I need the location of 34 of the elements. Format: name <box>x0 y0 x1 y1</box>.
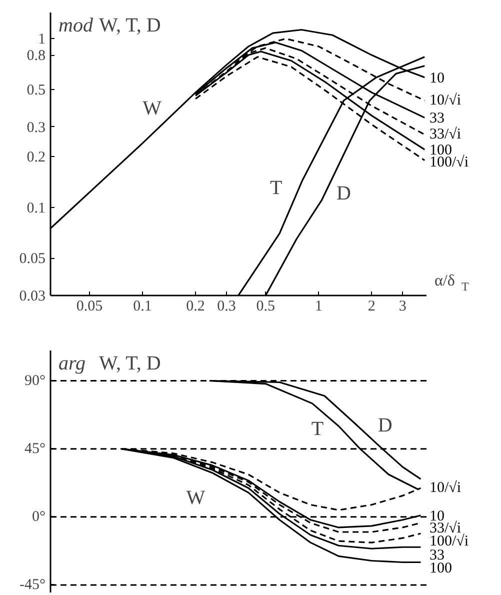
annotation: D <box>336 182 352 205</box>
x-tick-label: 0.5 <box>256 298 275 314</box>
y-tick-label: 0.03 <box>19 288 46 304</box>
annotation: W <box>142 98 162 120</box>
y-tick-label: 0.2 <box>26 150 46 166</box>
annotation: D <box>378 414 392 437</box>
series-label: 33 <box>430 110 444 127</box>
y-tick-label: 90° <box>24 372 46 389</box>
x-tick-label: 3 <box>398 298 406 314</box>
y-tick-label: 0.05 <box>19 251 46 268</box>
y-tick-label: 45° <box>24 440 46 457</box>
annotation: W <box>186 487 206 510</box>
y-tick-label: -45° <box>20 576 46 593</box>
x-tick-label: 0.2 <box>186 298 205 314</box>
series-label: 33/√i <box>430 126 462 143</box>
series-label: 10/√i <box>430 480 462 496</box>
annotation: T <box>270 176 282 199</box>
y-tick-label: 1 <box>38 32 46 48</box>
x-tick-label: 2 <box>368 298 376 314</box>
series-label: 100/√i <box>430 154 469 171</box>
y-tick-label: 0.1 <box>26 200 46 216</box>
series-label: 10/√i <box>430 92 462 109</box>
x-tick-label: 1 <box>314 298 322 314</box>
y-tick-label: 0° <box>32 508 46 525</box>
annotation: T <box>311 418 324 440</box>
x-tick-label: 0.1 <box>133 298 152 314</box>
chart-title: arg W, T, D <box>58 352 161 374</box>
y-tick-label: 0.8 <box>26 48 46 64</box>
y-tick-label: 0.5 <box>26 82 46 98</box>
series-label: 10 <box>430 70 444 86</box>
y-tick-label: 0.3 <box>26 120 46 136</box>
chart-title: mod W, T, D <box>58 14 161 36</box>
x-tick-label: 0.05 <box>76 298 103 314</box>
x-tick-label: 0.3 <box>217 298 236 314</box>
